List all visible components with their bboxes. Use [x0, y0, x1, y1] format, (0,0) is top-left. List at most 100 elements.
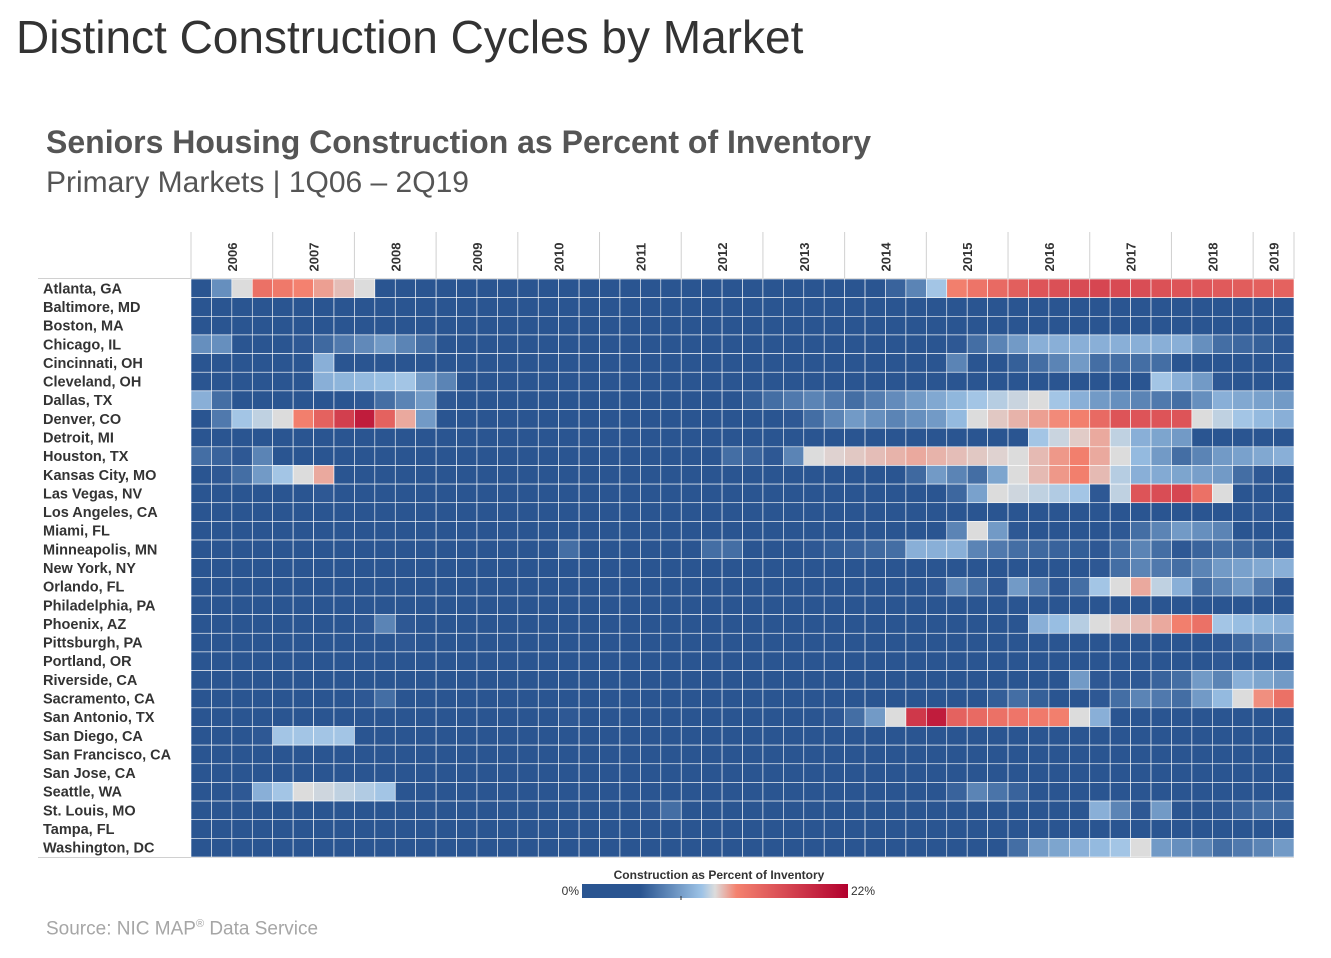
- heatmap-cell: [1109, 558, 1131, 578]
- heatmap-cell: [558, 800, 580, 821]
- heatmap-cell: [619, 688, 641, 709]
- heatmap-cell: [946, 782, 968, 802]
- heatmap-cell: [1089, 651, 1111, 671]
- heatmap-cell: [844, 800, 866, 821]
- heatmap-cell: [497, 409, 519, 429]
- heatmap-cell: [844, 726, 866, 746]
- heatmap-cell: [374, 465, 396, 485]
- heatmap-cell: [578, 465, 600, 485]
- heatmap-cell: [374, 502, 396, 522]
- heatmap-cell: [803, 315, 825, 336]
- heatmap-cell: [231, 539, 253, 559]
- heatmap-cell: [966, 577, 988, 597]
- heatmap-cell: [926, 651, 948, 671]
- heatmap-cell: [1089, 782, 1111, 802]
- heatmap-cell: [1171, 334, 1193, 354]
- heatmap-cell: [1191, 427, 1213, 448]
- heatmap-cell: [640, 651, 662, 671]
- heatmap-cell: [1007, 390, 1029, 410]
- heatmap-cell: [742, 465, 764, 485]
- heatmap-cell: [905, 577, 927, 597]
- heatmap-cell: [415, 614, 437, 634]
- heatmap-cell: [966, 353, 988, 373]
- heatmap-cell: [660, 539, 682, 559]
- heatmap-cell: [190, 502, 212, 522]
- heatmap-cell: [435, 521, 457, 541]
- heatmap-cell: [190, 409, 212, 429]
- heatmap-cell: [701, 390, 723, 410]
- heatmap-cell: [415, 502, 437, 522]
- heatmap-cell: [1130, 465, 1152, 485]
- heatmap-cell: [1069, 651, 1091, 671]
- heatmap-cell: [1109, 595, 1131, 615]
- heatmap-cell: [517, 390, 539, 410]
- heatmap-cell: [783, 334, 805, 354]
- heatmap-cell: [823, 278, 845, 298]
- heatmap-cell: [1028, 502, 1050, 522]
- heatmap-cell: [231, 465, 253, 485]
- heatmap-cell: [435, 465, 457, 485]
- heatmap-cell: [680, 427, 702, 448]
- heatmap-cell: [1150, 782, 1172, 802]
- heatmap-cell: [742, 483, 764, 504]
- heatmap-cell: [517, 800, 539, 821]
- heatmap-cell: [946, 483, 968, 504]
- heatmap-cell: [1007, 371, 1029, 392]
- heatmap-cell: [313, 726, 335, 746]
- heatmap-cell: [926, 707, 948, 727]
- heatmap-cell: [762, 334, 784, 354]
- heatmap-cell: [966, 539, 988, 559]
- heatmap-cell: [966, 707, 988, 727]
- heatmap-cell: [394, 539, 416, 559]
- heatmap-cell: [231, 409, 253, 429]
- heatmap-cell: [660, 726, 682, 746]
- heatmap-cell: [742, 819, 764, 839]
- heatmap-cell: [1048, 558, 1070, 578]
- heatmap-cell: [1028, 539, 1050, 559]
- heatmap-cell: [864, 371, 886, 392]
- heatmap-cell: [435, 763, 457, 783]
- heatmap-cell: [864, 334, 886, 354]
- heatmap-cell: [517, 819, 539, 839]
- heatmap-cell: [517, 427, 539, 448]
- heatmap-cell: [844, 315, 866, 336]
- heatmap-cell: [313, 409, 335, 429]
- heatmap-cell: [476, 539, 498, 559]
- heatmap-cell: [578, 763, 600, 783]
- heatmap-cell: [640, 390, 662, 410]
- heatmap-cell: [966, 502, 988, 522]
- heatmap-cell: [456, 595, 478, 615]
- heatmap-cell: [660, 409, 682, 429]
- heatmap-cell: [864, 838, 886, 858]
- heatmap-cell: [1191, 446, 1213, 466]
- heatmap-cell: [231, 334, 253, 354]
- heatmap-cell: [619, 670, 641, 690]
- heatmap-cell: [374, 521, 396, 541]
- heatmap-cell: [680, 651, 702, 671]
- heatmap-cell: [905, 726, 927, 746]
- heatmap-cell: [476, 483, 498, 504]
- heatmap-cell: [497, 558, 519, 578]
- heatmap-cell: [803, 334, 825, 354]
- heatmap-cell: [864, 446, 886, 466]
- heatmap-cell: [987, 465, 1009, 485]
- heatmap-cell: [803, 782, 825, 802]
- heatmap-cell: [1273, 353, 1295, 373]
- heatmap-cell: [333, 800, 355, 821]
- market-label: St. Louis, MO: [43, 803, 136, 819]
- heatmap-cell: [1048, 670, 1070, 690]
- heatmap-cell: [435, 278, 457, 298]
- heatmap-cell: [803, 427, 825, 448]
- heatmap-cell: [1089, 278, 1111, 298]
- market-label: New York, NY: [43, 561, 136, 577]
- heatmap-cell: [537, 446, 559, 466]
- heatmap-cell: [497, 670, 519, 690]
- heatmap-cell: [966, 614, 988, 634]
- heatmap-cell: [272, 800, 294, 821]
- heatmap-cell: [1028, 521, 1050, 541]
- heatmap-cell: [1252, 521, 1274, 541]
- heatmap-cell: [1171, 465, 1193, 485]
- heatmap-cell: [1028, 726, 1050, 746]
- heatmap-cell: [537, 651, 559, 671]
- heatmap-cell: [1171, 670, 1193, 690]
